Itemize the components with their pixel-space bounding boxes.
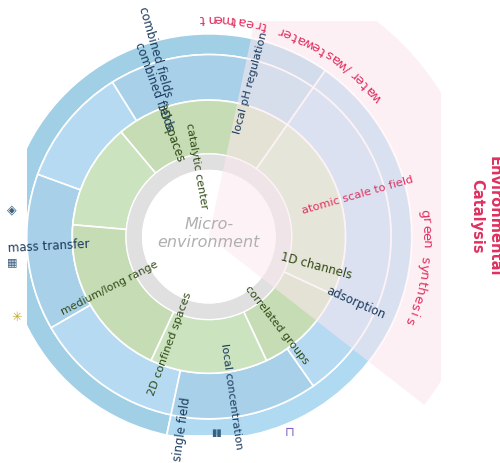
Text: w: w xyxy=(368,88,384,104)
Text: w: w xyxy=(334,55,350,72)
Text: t: t xyxy=(359,78,372,91)
Text: ▮▮: ▮▮ xyxy=(211,427,222,437)
Text: /: / xyxy=(342,62,354,75)
Wedge shape xyxy=(72,225,174,361)
Text: combined fields: combined fields xyxy=(136,6,175,99)
Text: ◈: ◈ xyxy=(7,203,16,216)
Wedge shape xyxy=(256,125,346,295)
Text: a: a xyxy=(295,31,308,47)
Text: y: y xyxy=(417,263,431,272)
Wedge shape xyxy=(73,133,156,230)
Text: mass transfer: mass transfer xyxy=(8,237,89,254)
Wedge shape xyxy=(287,88,391,386)
Text: s: s xyxy=(322,47,336,62)
Text: g: g xyxy=(418,207,432,218)
Wedge shape xyxy=(112,56,314,125)
Text: combined fields: combined fields xyxy=(132,40,176,133)
Text: n: n xyxy=(416,270,430,281)
Text: r: r xyxy=(348,67,360,80)
Text: local concentration: local concentration xyxy=(219,343,244,450)
Text: t: t xyxy=(290,29,300,43)
Text: catalytic center: catalytic center xyxy=(184,122,209,210)
Text: e: e xyxy=(420,232,432,240)
Text: 2D confined spaces: 2D confined spaces xyxy=(147,290,194,396)
Text: s: s xyxy=(418,256,432,263)
Text: r: r xyxy=(253,17,261,31)
Text: atomic scale to field: atomic scale to field xyxy=(302,174,415,215)
Text: Environmental
Catalysis: Environmental Catalysis xyxy=(470,156,500,276)
Text: single field: single field xyxy=(171,395,193,461)
Text: ✳: ✳ xyxy=(11,310,22,323)
Text: e: e xyxy=(244,15,254,30)
Text: t: t xyxy=(414,279,428,287)
Text: e: e xyxy=(419,224,432,232)
Wedge shape xyxy=(51,305,180,415)
Text: ▦: ▦ xyxy=(6,257,17,267)
Text: a: a xyxy=(328,51,342,66)
Text: 3D spaces: 3D spaces xyxy=(154,101,187,163)
Text: 1D channels: 1D channels xyxy=(279,250,353,282)
Text: t: t xyxy=(260,19,269,33)
Text: t: t xyxy=(230,13,237,27)
Text: t: t xyxy=(200,12,205,25)
Text: a: a xyxy=(363,82,378,97)
Text: a: a xyxy=(236,14,246,28)
Wedge shape xyxy=(171,349,314,419)
Wedge shape xyxy=(244,272,332,361)
Text: Micro-
environment: Micro- environment xyxy=(158,217,260,249)
Wedge shape xyxy=(209,0,482,405)
Text: local pH regulation: local pH regulation xyxy=(232,31,269,134)
Text: s: s xyxy=(408,300,422,311)
Text: e: e xyxy=(281,25,293,40)
Text: adsorption: adsorption xyxy=(324,284,387,321)
Text: medium/long range: medium/long range xyxy=(59,259,160,317)
Text: r: r xyxy=(418,217,432,224)
Text: correlated groups: correlated groups xyxy=(244,283,311,365)
Wedge shape xyxy=(121,101,287,174)
Text: n: n xyxy=(419,239,432,248)
Text: t: t xyxy=(316,43,328,57)
Text: ⊓: ⊓ xyxy=(284,425,294,438)
Text: h: h xyxy=(412,285,426,296)
Wedge shape xyxy=(126,155,292,320)
Wedge shape xyxy=(209,39,412,362)
Wedge shape xyxy=(38,83,136,191)
Wedge shape xyxy=(151,312,266,374)
Text: e: e xyxy=(309,38,322,54)
Text: e: e xyxy=(410,292,424,304)
Wedge shape xyxy=(6,35,325,435)
Text: s: s xyxy=(402,314,416,326)
Text: m: m xyxy=(219,12,233,26)
Circle shape xyxy=(142,171,275,303)
Text: e: e xyxy=(352,71,368,86)
Text: e: e xyxy=(214,12,222,25)
Text: i: i xyxy=(406,309,419,317)
Text: n: n xyxy=(206,12,214,25)
Text: r: r xyxy=(275,23,284,38)
Wedge shape xyxy=(26,175,90,328)
Text: w: w xyxy=(301,34,316,51)
Wedge shape xyxy=(166,71,412,439)
